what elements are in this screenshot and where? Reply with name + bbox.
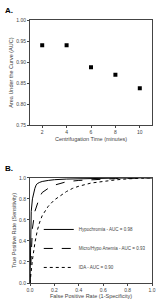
svg-text:8: 8 xyxy=(114,129,117,135)
svg-text:0.4: 0.4 xyxy=(19,238,26,244)
svg-text:IDA - AUC = 0.90: IDA - AUC = 0.90 xyxy=(79,265,114,270)
svg-text:False Positive Rate (1-Specifi: False Positive Rate (1-Specificity) xyxy=(50,293,132,299)
svg-text:0.0: 0.0 xyxy=(27,287,34,293)
svg-text:0.75: 0.75 xyxy=(16,122,26,128)
svg-text:Micro/Hypo Anemia - AUC = 0.93: Micro/Hypo Anemia - AUC = 0.93 xyxy=(79,246,146,251)
svg-text:0.2: 0.2 xyxy=(19,259,26,265)
svg-text:Hypochromia - AUC = 0.98: Hypochromia - AUC = 0.98 xyxy=(79,227,133,232)
svg-text:2: 2 xyxy=(41,129,44,135)
svg-text:B.: B. xyxy=(5,164,13,173)
svg-text:0.8: 0.8 xyxy=(19,196,26,202)
svg-text:0.90: 0.90 xyxy=(16,59,26,65)
svg-text:10: 10 xyxy=(137,129,143,135)
svg-text:0.6: 0.6 xyxy=(19,217,26,223)
svg-text:Area Under the Curve (AUC): Area Under the Curve (AUC) xyxy=(8,37,14,107)
svg-text:A.: A. xyxy=(5,6,13,15)
svg-text:1.0: 1.0 xyxy=(19,175,26,181)
svg-text:0.6: 0.6 xyxy=(100,287,107,293)
svg-text:1.00: 1.00 xyxy=(16,17,26,23)
svg-text:6: 6 xyxy=(90,129,93,135)
svg-text:0.8: 0.8 xyxy=(124,287,131,293)
svg-text:0.95: 0.95 xyxy=(16,38,26,44)
svg-text:0.4: 0.4 xyxy=(75,287,82,293)
svg-text:0.80: 0.80 xyxy=(16,101,26,107)
svg-text:1.0: 1.0 xyxy=(149,287,156,293)
svg-text:True Positive Rate (Sensitivit: True Positive Rate (Sensitivity) xyxy=(11,193,17,268)
svg-text:4: 4 xyxy=(65,129,68,135)
svg-text:Centrifugation Time (minutes): Centrifugation Time (minutes) xyxy=(55,136,127,142)
svg-text:0.2: 0.2 xyxy=(51,287,58,293)
svg-text:0.85: 0.85 xyxy=(16,80,26,86)
svg-text:0.0: 0.0 xyxy=(19,280,26,286)
